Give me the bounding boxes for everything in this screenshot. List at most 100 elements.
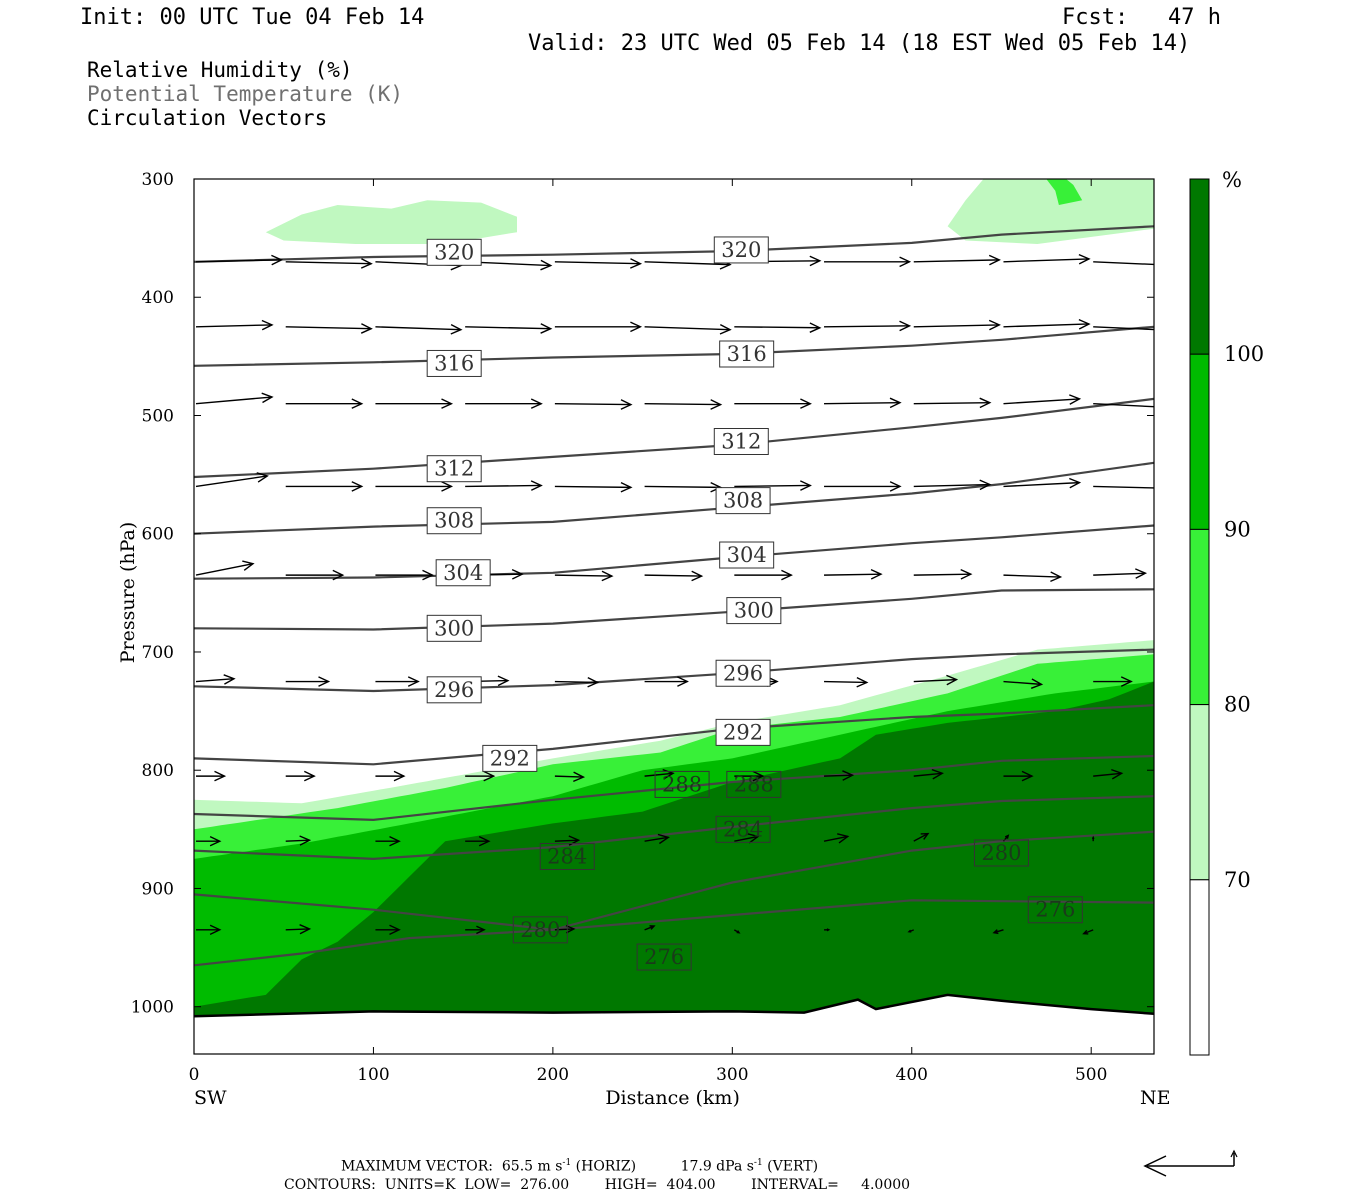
circulation-vector [285,481,364,492]
circulation-vector [195,319,274,331]
circulation-vector [554,481,633,493]
circulation-vector [195,254,284,266]
circulation-vector [913,674,959,686]
x-tick-label: 300 [716,1065,748,1085]
theta-contour-312 [194,397,1154,479]
theta-label-300: 300 [426,614,482,642]
x-tick-label: 0 [189,1065,200,1085]
circulation-vector [554,258,643,269]
x-tick-label: 500 [1075,1065,1107,1085]
theta-contour-284 [194,795,1154,861]
circulation-vector [1003,394,1082,405]
circulation-vector [195,560,255,576]
circulation-vector [913,768,944,780]
svg-text:296: 296 [723,661,763,685]
x-end-label-ne: NE [1140,1087,1171,1109]
circulation-vector [465,480,543,491]
circulation-vector [913,397,992,409]
circulation-vector [285,569,345,581]
colorbar-level-label: 80 [1224,693,1251,717]
circulation-vector [1003,253,1091,265]
theta-label-316: 316 [719,340,775,368]
circulation-vector [644,925,656,931]
circulation-vector [554,676,600,688]
theta-contour-288 [194,754,1154,822]
circulation-vector [554,924,576,934]
theta-label-296: 296 [715,659,771,687]
theta-contour-316 [194,325,1154,367]
x-tick-label: 100 [357,1065,389,1085]
circulation-vector [1091,835,1095,842]
circulation-vector [285,258,373,269]
colorbar-segment [1189,879,1210,1056]
circulation-vector [195,674,236,685]
circulation-vector [285,676,331,687]
colorbar-segment [1189,528,1210,706]
circulation-vector [644,768,675,780]
circulation-vector [465,925,486,935]
circulation-vector [196,770,227,782]
rh-patch-upper-left [265,200,517,244]
theta-label-308: 308 [715,487,771,515]
rh-patch-upper-right [947,179,1154,244]
circulation-vector [913,832,930,842]
circulation-vector [1003,678,1044,689]
circulation-vector [554,399,633,410]
init-time: Init: 00 UTC Tue 04 Feb 14 [80,5,425,30]
circulation-vector [465,835,491,847]
svg-text:288: 288 [662,772,702,796]
circulation-vector [734,770,765,782]
circulation-vector [285,835,312,846]
svg-text:320: 320 [721,238,761,262]
field-label-vectors: Circulation Vectors [87,106,328,130]
theta-contour-304 [194,524,1154,580]
circulation-vector [907,929,915,933]
theta-contour-280 [194,830,1154,931]
circulation-vector [644,676,689,687]
footer-contour-info: CONTOURS: UNITS=K LOW= 276.00 HIGH= 404.… [284,1177,911,1193]
circulation-vector [554,321,643,333]
circulation-vector [465,323,553,334]
svg-text:304: 304 [443,561,483,585]
colorbar-segment [1189,353,1210,530]
svg-text:300: 300 [434,616,474,640]
circulation-vector [195,472,269,488]
circulation-vector [1003,770,1034,782]
circulation-vector [644,570,704,582]
circulation-vector [733,929,741,934]
field-label-rh: Relative Humidity (%) [87,58,353,82]
circulation-vector [1093,768,1124,780]
circulation-vector [375,835,401,847]
circulation-vector [1093,485,1154,489]
circulation-vector [644,481,723,493]
theta-label-284: 284 [715,815,771,843]
circulation-vector [734,398,812,409]
colorbar-level-label: 90 [1224,517,1251,541]
circulation-vector [1003,477,1082,489]
circulation-vector [285,770,316,782]
colorbar-level-label: 100 [1224,342,1264,366]
svg-text:316: 316 [727,342,767,366]
theta-label-284: 284 [539,843,595,871]
circulation-vector [375,481,454,492]
svg-text:288: 288 [734,772,774,796]
circulation-vector [285,398,364,409]
circulation-vector [1093,568,1148,579]
theta-label-320: 320 [713,236,769,264]
circulation-vector [824,320,912,332]
theta-label-296: 296 [426,676,482,704]
circulation-vector [375,924,401,936]
colorbar-unit-label: % [1222,168,1242,192]
svg-text:280: 280 [981,841,1021,865]
theta-label-312: 312 [426,455,482,483]
theta-label-276: 276 [1027,896,1083,924]
field-label-theta: Potential Temperature (K) [87,82,404,106]
theta-contour-300 [194,588,1154,631]
y-tick-label: 500 [142,406,174,426]
svg-text:284: 284 [547,845,587,869]
colorbar-segment [1189,178,1210,355]
reference-vector-icon [1143,1149,1238,1177]
colorbar-level-label: 70 [1224,868,1251,892]
theta-label-304: 304 [435,559,491,587]
circulation-vector [196,835,222,847]
